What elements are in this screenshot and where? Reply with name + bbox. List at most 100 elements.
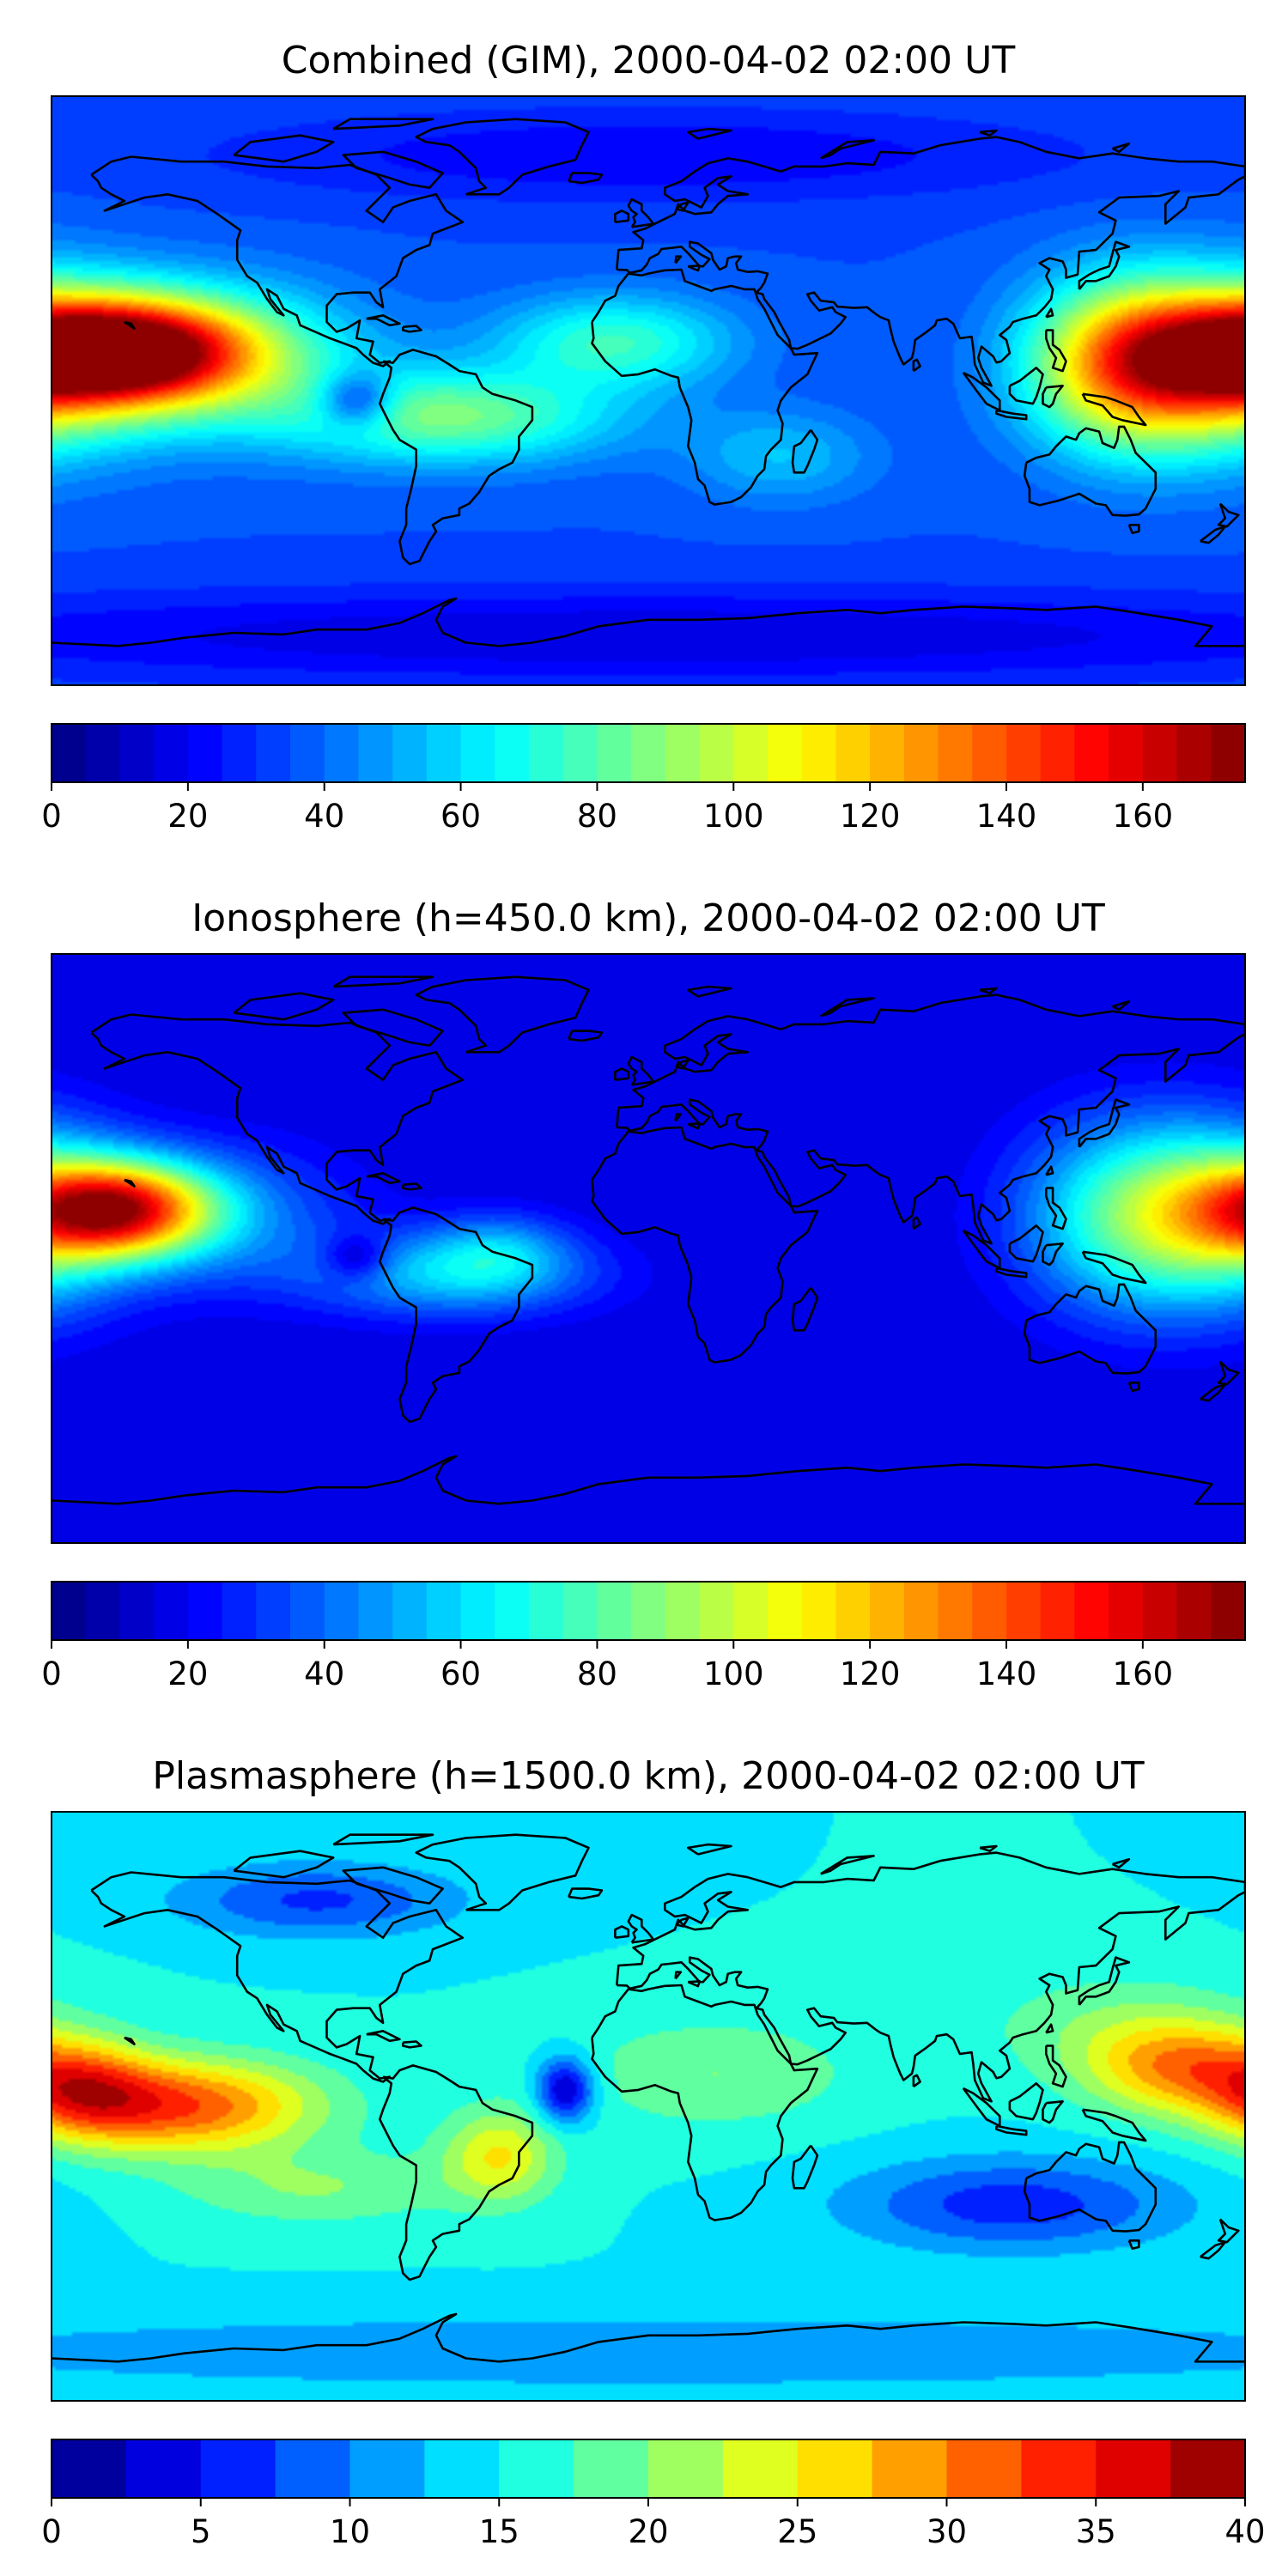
colorbar-swatch	[52, 2439, 127, 2498]
coastline-path	[1112, 143, 1131, 154]
colorbar-swatch	[562, 724, 598, 782]
colorbar-swatch	[324, 1582, 360, 1640]
colorbar-tick-label: 20	[167, 798, 208, 835]
colorbar-swatch	[460, 1582, 495, 1640]
coastline-path	[1008, 367, 1044, 405]
colorbar-swatch	[1006, 1582, 1042, 1640]
colorbar-tick-label: 0	[41, 798, 62, 835]
colorbar-swatch	[1096, 2439, 1171, 2498]
colorbar: 0 20 40 60 80 100 120 140 160	[41, 1581, 1246, 1692]
panel-ionosphere: Ionosphere (h=450.0 km), 2000-04-02 02:0…	[41, 896, 1246, 1692]
coastline-path	[1045, 2044, 1067, 2088]
coastline-path	[402, 1182, 422, 1191]
coastline-path	[233, 1850, 335, 1879]
coastline-path	[791, 1286, 819, 1332]
coastline-path	[402, 2040, 422, 2049]
panel-title: Plasmasphere (h=1500.0 km), 2000-04-02 0…	[152, 1754, 1144, 1798]
coastline-path	[1081, 392, 1147, 427]
map-frame	[51, 953, 1246, 1544]
coastline-path	[415, 1833, 590, 1911]
coastline-path	[342, 150, 444, 189]
colorbar-swatch	[529, 724, 564, 782]
coastline-path	[1200, 1382, 1227, 1402]
coastlines	[52, 118, 1245, 647]
coastline-path	[1081, 1250, 1147, 1285]
coastline-path	[1042, 2100, 1064, 2124]
colorbar-swatch	[872, 2439, 948, 2498]
colorbar-swatch	[574, 2439, 649, 2498]
colorbar-frame	[51, 723, 1246, 783]
colorbar: 0 20 40 60 80 100 120 140 160	[41, 723, 1246, 835]
coastline-path	[379, 2064, 534, 2281]
coastlines	[52, 1833, 1245, 2363]
coastline-path	[90, 1013, 465, 1225]
colorbar-swatch	[275, 2439, 351, 2498]
colorbar-swatch	[903, 1582, 939, 1640]
coastline-path	[90, 1871, 465, 2083]
coastline-path	[912, 1216, 921, 1230]
coastlines	[52, 975, 1245, 1505]
colorbar-swatch	[1211, 724, 1246, 782]
colorbar-swatch	[495, 1582, 530, 1640]
map-area	[51, 95, 1246, 686]
coastline-path	[687, 264, 702, 272]
coastline-path	[568, 172, 604, 185]
coastline-path	[1127, 524, 1140, 535]
coastline-path	[1045, 329, 1067, 373]
coastline-path	[1045, 307, 1054, 319]
colorbar-swatch	[768, 1582, 803, 1640]
colorbar-swatch	[222, 724, 257, 782]
colorbar-tick-label: 40	[1224, 2513, 1265, 2550]
colorbar-swatch	[699, 724, 734, 782]
colorbar-tick-label: 20	[167, 1656, 208, 1692]
colorbar-swatch	[1211, 1582, 1246, 1640]
colorbar-tick-label: 140	[976, 798, 1037, 835]
coastline-path	[332, 118, 434, 131]
coastline-path	[402, 325, 422, 333]
colorbar-swatch	[358, 1582, 393, 1640]
coastline-path	[674, 1113, 683, 1122]
colorbar-swatch	[733, 724, 769, 782]
coastline-path	[820, 139, 875, 160]
coastline-path	[614, 1067, 630, 1081]
colorbar-swatch	[85, 724, 121, 782]
colorbar-tick-label: 15	[479, 2513, 519, 2550]
coastline-path	[1127, 1382, 1140, 1393]
coastline-path	[1112, 1858, 1131, 1869]
coastline-path	[1023, 1283, 1157, 1375]
colorbar-ticks: 0 20 40 60 80 100 120 140 160	[41, 1640, 1173, 1692]
colorbar-swatch	[1006, 724, 1042, 782]
map-frame	[51, 1811, 1246, 2402]
coastline-path	[366, 2030, 401, 2043]
colorbar-tick-label: 5	[191, 2513, 211, 2550]
panel-title: Combined (GIM), 2000-04-02 02:00 UT	[282, 39, 1016, 82]
colorbar-swatches	[52, 1582, 1246, 1640]
tec-map-image	[52, 954, 1245, 1543]
coastline-path	[124, 2036, 136, 2045]
colorbar-tick-label: 120	[840, 1656, 901, 1692]
colorbar-tick-label: 140	[976, 1656, 1037, 1692]
colorbar-swatch	[1176, 1582, 1212, 1640]
coastline-path	[568, 1030, 604, 1042]
map-area	[51, 953, 1246, 1544]
colorbar-swatch	[1040, 724, 1076, 782]
colorbar-swatch	[699, 1582, 734, 1640]
colorbar-swatch	[499, 2439, 574, 2498]
coastline-path	[627, 197, 655, 228]
coastline-path	[52, 2312, 1245, 2363]
colorbar-ticks: 0 5 10 15 20 25 30 35 40	[41, 2498, 1266, 2550]
colorbar-swatch	[835, 1582, 871, 1640]
colorbar-swatch	[938, 1582, 973, 1640]
coastline-path	[995, 2124, 1028, 2136]
map-area	[51, 1811, 1246, 2402]
coastline-path	[332, 975, 434, 988]
coastline-path	[979, 1844, 998, 1852]
coastline-path	[233, 134, 335, 163]
colorbar-swatch	[324, 724, 360, 782]
coastline-path	[979, 987, 998, 994]
coastline-path	[791, 2144, 819, 2190]
colorbar-tick-label: 100	[703, 1656, 764, 1692]
colorbar-swatch	[187, 1582, 223, 1640]
colorbar-swatch	[972, 1582, 1007, 1640]
panel-combined: Combined (GIM), 2000-04-02 02:00 UT 0 20 4…	[41, 39, 1246, 835]
